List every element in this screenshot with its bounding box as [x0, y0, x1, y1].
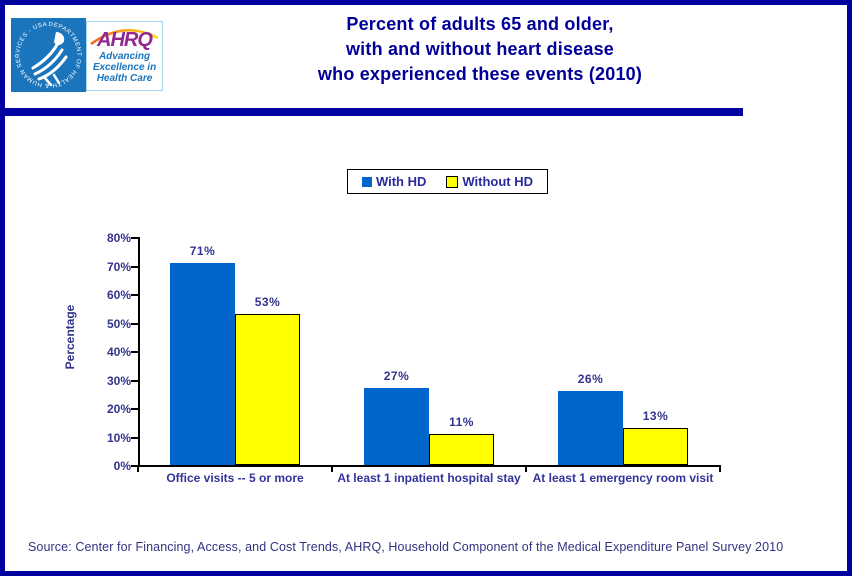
x-axis-line	[138, 465, 720, 467]
y-tick-mark	[131, 379, 138, 382]
bar-without-hd	[623, 427, 688, 465]
y-axis-line	[138, 237, 140, 467]
bar-value-label: 71%	[189, 243, 216, 258]
ahrq-arc-icon	[90, 29, 159, 46]
x-tick-mark	[137, 465, 139, 472]
legend-label: With HD	[375, 174, 427, 189]
y-tick-label: 70%	[106, 259, 131, 274]
plot-area: Percentage 0% 10% 20% 30% 40% 50% 60% 70% 80% 71%…	[5, 5, 847, 571]
page-title: Percent of adults 65 and older, with and…	[165, 12, 795, 87]
legend-label: Without HD	[462, 174, 534, 189]
legend-item: With HD	[361, 174, 427, 189]
ahrq-tagline: Advancing Excellence in Health Care	[92, 51, 157, 84]
chart-legend: With HD Without HD	[347, 169, 548, 194]
header-divider-bar	[5, 108, 743, 116]
legend-swatch-icon	[361, 176, 372, 187]
y-tick-label: 10%	[106, 430, 131, 445]
x-category-label: Office visits -- 5 or more	[166, 471, 304, 485]
y-axis-title: Percentage	[63, 304, 77, 370]
x-category-label: At least 1 emergency room visit	[532, 471, 714, 485]
y-tick-mark	[131, 237, 138, 239]
hhs-eagle-icon	[31, 32, 68, 87]
title-line-3: who experienced these events (2010)	[317, 64, 643, 84]
y-tick-label: 0%	[113, 459, 131, 473]
bar-without-hd	[429, 433, 494, 465]
y-tick-mark	[131, 265, 138, 268]
x-tick-mark	[719, 465, 721, 472]
bar-value-label: 27%	[383, 369, 410, 384]
y-tick-mark	[131, 436, 138, 439]
title-line-2: with and without heart disease	[345, 39, 615, 59]
legend-swatch-icon	[446, 175, 459, 188]
y-tick-label: 60%	[106, 288, 131, 302]
bar-value-label: 53%	[254, 294, 281, 309]
y-tick-label: 50%	[106, 316, 131, 331]
title-line-1: Percent of adults 65 and older,	[346, 14, 614, 34]
y-tick-mark	[131, 294, 138, 296]
bar-with-hd	[364, 388, 429, 465]
y-tick-mark	[131, 351, 138, 353]
y-tick-label: 80%	[106, 231, 131, 245]
bar-value-label: 26%	[577, 371, 604, 386]
bar-value-label: 11%	[449, 414, 474, 429]
x-tick-mark	[331, 465, 333, 472]
source-note: Source: Center for Financing, Access, an…	[28, 540, 784, 554]
bar-with-hd	[558, 390, 623, 465]
x-tick-mark	[525, 465, 527, 472]
bar-with-hd	[170, 262, 235, 465]
legend-item: Without HD	[446, 174, 533, 189]
bar-value-label: 13%	[642, 408, 669, 423]
ahrq-logo: AHRQ Advancing Excellence in Health Care	[86, 21, 163, 91]
x-category-label: At least 1 inpatient hospital stay	[337, 471, 521, 485]
hhs-logo-icon: DEPARTMENT OF HEALTH & HUMAN SERVICES - …	[11, 18, 86, 92]
y-tick-mark	[131, 322, 138, 325]
bar-without-hd	[235, 313, 300, 465]
logo-block: DEPARTMENT OF HEALTH & HUMAN SERVICES - …	[11, 18, 163, 92]
y-tick-mark	[131, 408, 138, 410]
y-tick-mark	[131, 465, 138, 467]
ahrq-wordmark: AHRQ	[97, 29, 153, 51]
y-tick-label: 30%	[106, 373, 131, 388]
y-tick-label: 20%	[106, 402, 131, 416]
y-tick-label: 40%	[106, 345, 131, 359]
